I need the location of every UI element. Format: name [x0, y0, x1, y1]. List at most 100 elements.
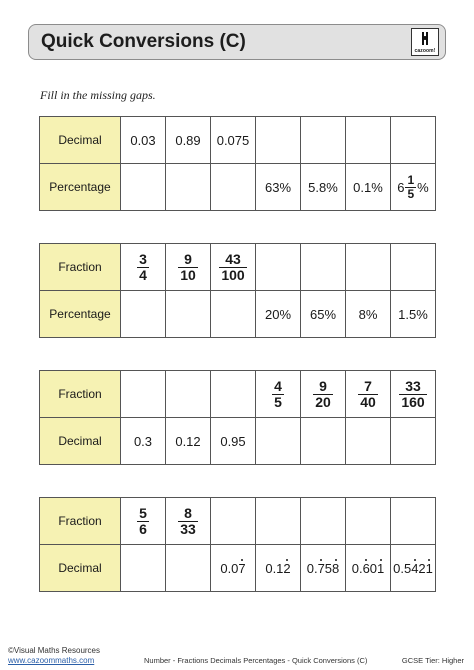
- table-row: Decimal 0.07 0.12 0.758 0.601 0.5421: [39, 544, 436, 592]
- row-label: Percentage: [39, 163, 121, 211]
- numerator: 1: [407, 172, 415, 187]
- row-label: Fraction: [39, 370, 121, 418]
- answer-cell[interactable]: [255, 116, 301, 164]
- logo-text: cazoom!: [414, 48, 436, 54]
- value-cell: 0.758: [300, 544, 346, 592]
- recurring-decimal: 0.12: [265, 558, 291, 576]
- recurring-digit: 4: [411, 558, 419, 576]
- decimal-digits: 2: [418, 560, 426, 576]
- answer-cell[interactable]: [120, 163, 166, 211]
- denominator: 4: [137, 266, 149, 283]
- answer-cell[interactable]: [210, 370, 256, 418]
- logo-glyph-icon: [422, 32, 428, 45]
- copyright-text: ©Visual Maths Resources: [8, 646, 101, 655]
- answer-cell[interactable]: [165, 370, 211, 418]
- conversion-table-1: Decimal 0.03 0.89 0.075 Percentage 63% 5.8% 0.1…: [39, 116, 436, 211]
- value-cell: 0.07: [210, 544, 256, 592]
- answer-cell[interactable]: [390, 497, 436, 545]
- value-cell: 1.5%: [390, 290, 436, 338]
- answer-cell[interactable]: [390, 243, 436, 291]
- decimal-digits: 0.: [306, 560, 318, 576]
- row-label: Fraction: [39, 243, 121, 291]
- answer-cell[interactable]: [165, 290, 211, 338]
- value-cell: 65%: [300, 290, 346, 338]
- recurring-digit: 2: [283, 558, 291, 576]
- header-bar: Quick Conversions (C) cazoom!: [28, 24, 446, 60]
- table-row: Fraction 5 6 8 33: [39, 497, 436, 545]
- answer-cell[interactable]: [255, 243, 301, 291]
- denominator: 33: [178, 520, 198, 537]
- answer-cell[interactable]: [300, 417, 346, 465]
- answer-cell[interactable]: [255, 497, 301, 545]
- value-cell: 6 1 5%: [390, 163, 436, 211]
- answer-cell[interactable]: [255, 417, 301, 465]
- row-label: Decimal: [39, 417, 121, 465]
- denominator: 6: [137, 520, 149, 537]
- answer-cell[interactable]: [120, 290, 166, 338]
- answer-cell[interactable]: [300, 497, 346, 545]
- footer-tier: GCSE Tier: Higher: [401, 656, 464, 665]
- value-cell: 33 160: [390, 370, 436, 418]
- row-label: Decimal: [39, 544, 121, 592]
- answer-cell[interactable]: [210, 497, 256, 545]
- answer-cell[interactable]: [345, 116, 391, 164]
- recurring-digit: 1: [377, 558, 385, 576]
- denominator: 5: [272, 393, 284, 410]
- answer-cell[interactable]: [390, 417, 436, 465]
- percent-sign: %: [417, 179, 429, 195]
- answer-cell[interactable]: [210, 163, 256, 211]
- value-cell: 8%: [345, 290, 391, 338]
- row-label: Percentage: [39, 290, 121, 338]
- instruction-text: Fill in the missing gaps.: [40, 88, 156, 102]
- answer-cell[interactable]: [165, 544, 211, 592]
- numerator: 43: [225, 250, 241, 267]
- table-row: Percentage 63% 5.8% 0.1% 6 1 5%: [39, 163, 436, 211]
- value-cell: 0.601: [345, 544, 391, 592]
- answer-cell[interactable]: [390, 116, 436, 164]
- recurring-digit: 8: [332, 558, 340, 576]
- answer-cell[interactable]: [165, 163, 211, 211]
- recurring-digit: 7: [238, 558, 246, 576]
- answer-cell[interactable]: [345, 243, 391, 291]
- denominator: 40: [358, 393, 378, 410]
- denominator: 20: [313, 393, 333, 410]
- answer-cell[interactable]: [300, 243, 346, 291]
- denominator: 100: [219, 266, 247, 283]
- recurring-decimal: 0.601: [352, 558, 385, 576]
- fraction: 7 40: [358, 377, 378, 410]
- recurring-digit: 7: [317, 558, 325, 576]
- numerator: 4: [274, 377, 282, 394]
- footer-topic: Number - Fractions Decimals Percentages …: [144, 656, 368, 665]
- answer-cell[interactable]: [120, 544, 166, 592]
- decimal-digits: 0: [369, 560, 378, 576]
- value-cell: 5.8%: [300, 163, 346, 211]
- answer-cell[interactable]: [120, 370, 166, 418]
- answer-cell[interactable]: [210, 290, 256, 338]
- value-cell: 9 20: [300, 370, 346, 418]
- conversion-table-3: Fraction 4 5 9 20 7 40 33 160 Decimal 0.3 0.12 0.95: [39, 370, 436, 465]
- decimal-digits: 0.0: [220, 560, 239, 576]
- numerator: 3: [139, 250, 147, 267]
- numerator: 33: [405, 377, 421, 394]
- value-cell: 9 10: [165, 243, 211, 291]
- numerator: 7: [364, 377, 372, 394]
- value-cell: 0.12: [255, 544, 301, 592]
- value-cell: 7 40: [345, 370, 391, 418]
- table-row: Decimal 0.3 0.12 0.95: [39, 417, 436, 465]
- value-cell: 0.12: [165, 417, 211, 465]
- website-link[interactable]: www.cazoommaths.com: [8, 656, 95, 665]
- fraction: 9 20: [313, 378, 333, 410]
- recurring-digit: 6: [362, 558, 370, 576]
- page-title: Quick Conversions (C): [41, 31, 246, 52]
- value-cell: 0.1%: [345, 163, 391, 211]
- value-cell: 0.95: [210, 417, 256, 465]
- answer-cell[interactable]: [345, 417, 391, 465]
- answer-cell[interactable]: [345, 497, 391, 545]
- whole-part: 6: [397, 179, 405, 195]
- answer-cell[interactable]: [300, 116, 346, 164]
- decimal-digits: 0.1: [265, 560, 284, 576]
